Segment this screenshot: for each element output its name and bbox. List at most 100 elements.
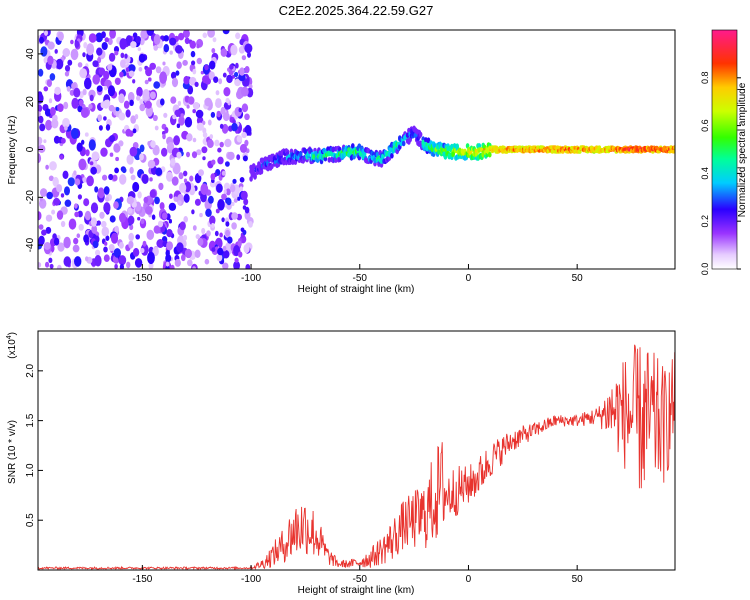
heatmap-cell xyxy=(45,164,49,170)
heatmap-cell xyxy=(114,225,119,234)
heatmap-cell xyxy=(128,232,134,242)
heatmap-cell xyxy=(233,260,240,269)
heatmap-cell xyxy=(163,35,170,42)
heatmap-cell xyxy=(227,236,233,244)
heatmap-cell xyxy=(221,217,225,223)
heatmap-cell xyxy=(73,170,77,176)
heatmap-cell xyxy=(243,198,249,206)
heatmap-cell xyxy=(100,147,108,157)
heatmap-cell xyxy=(76,142,83,152)
top-y-ticks: -40 -20 0 20 40 xyxy=(25,48,43,252)
heatmap-cell xyxy=(147,251,155,265)
heatmap-cell xyxy=(183,216,188,223)
heatmap-cell xyxy=(49,73,56,81)
y-multiplier-exponent: 4 xyxy=(6,335,13,339)
heatmap-cell xyxy=(401,140,406,147)
heatmap-cell xyxy=(149,177,153,182)
heatmap-cell xyxy=(207,30,215,38)
heatmap-cell xyxy=(60,220,66,228)
heatmap-cell xyxy=(101,220,107,228)
heatmap-cell xyxy=(64,65,71,72)
heatmap-cell xyxy=(186,104,190,109)
heatmap-cell xyxy=(239,67,245,76)
heatmap-cell xyxy=(187,96,195,105)
heatmap-cell xyxy=(139,103,146,112)
heatmap-cell xyxy=(67,59,73,66)
heatmap-cell xyxy=(155,66,162,74)
heatmap-cell xyxy=(38,68,44,77)
heatmap-cell xyxy=(118,242,124,249)
heatmap-cell xyxy=(54,49,58,54)
heatmap-cell xyxy=(168,202,177,211)
heatmap-cell xyxy=(189,40,196,49)
heatmap-cell xyxy=(178,172,184,180)
heatmap-cell xyxy=(220,48,228,57)
heatmap-cell xyxy=(62,170,69,179)
heatmap-cell xyxy=(80,107,89,118)
heatmap-cell xyxy=(230,44,238,56)
heatmap-cell xyxy=(186,133,193,142)
heatmap-cell xyxy=(168,218,172,224)
heatmap-cell xyxy=(45,261,50,268)
heatmap-cell xyxy=(90,217,97,227)
heatmap-cell xyxy=(39,36,44,44)
heatmap-cell xyxy=(159,202,165,210)
heatmap-cell xyxy=(156,239,165,248)
heatmap-cell xyxy=(115,107,120,112)
heatmap-cell xyxy=(88,33,97,43)
heatmap-cell xyxy=(217,156,224,165)
top-x-axis-label: Height of straight line (km) xyxy=(298,284,415,295)
heatmap-cell xyxy=(114,50,119,56)
heatmap-cell xyxy=(195,109,204,119)
heatmap-cell xyxy=(56,264,62,269)
heatmap-cell xyxy=(108,52,116,62)
heatmap-cell xyxy=(44,30,48,36)
heatmap-cell xyxy=(114,263,118,269)
heatmap-cell xyxy=(40,46,48,57)
heatmap-cell xyxy=(214,230,219,237)
heatmap-cell xyxy=(43,139,47,144)
heatmap-cell xyxy=(171,77,179,88)
heatmap-cell xyxy=(103,246,108,253)
heatmap-cell xyxy=(192,102,200,110)
heatmap-cell xyxy=(207,139,214,148)
heatmap-cell xyxy=(210,173,216,181)
heatmap-cell xyxy=(130,174,136,181)
heatmap-cell xyxy=(215,90,220,96)
heatmap-cell xyxy=(209,60,216,70)
heatmap-cell xyxy=(190,50,196,58)
heatmap-cell xyxy=(477,143,482,149)
heatmap-cell xyxy=(222,245,227,252)
heatmap-cell xyxy=(243,244,250,254)
heatmap-cell xyxy=(178,116,185,126)
heatmap-cell xyxy=(90,202,99,214)
heatmap-cell xyxy=(221,170,226,176)
heatmap-cell xyxy=(85,256,89,262)
heatmap-cell xyxy=(170,96,177,104)
heatmap-cell xyxy=(41,229,47,236)
heatmap-cell xyxy=(86,43,95,56)
heatmap-cell xyxy=(183,170,188,177)
heatmap-cell xyxy=(142,240,147,247)
heatmap-cell xyxy=(64,125,68,131)
heatmap-cell xyxy=(129,99,134,107)
heatmap-cell xyxy=(390,153,394,159)
heatmap-cell xyxy=(233,198,238,203)
heatmap-cell xyxy=(245,264,251,269)
heatmap-cell xyxy=(198,169,204,177)
heatmap-cell xyxy=(55,58,64,70)
heatmap-cell xyxy=(169,50,173,55)
heatmap-cell xyxy=(120,59,126,68)
heatmap-cell xyxy=(211,247,216,252)
heatmap-cell xyxy=(39,197,43,202)
heatmap-cell xyxy=(78,158,87,171)
heatmap-cell xyxy=(113,201,119,209)
heatmap-cell xyxy=(196,57,202,65)
heatmap-cell xyxy=(418,131,423,138)
heatmap-cell xyxy=(225,221,230,227)
heatmap-cell xyxy=(139,99,144,105)
heatmap-cell xyxy=(119,38,127,50)
heatmap-cell xyxy=(83,234,89,243)
heatmap-cell xyxy=(184,37,190,45)
